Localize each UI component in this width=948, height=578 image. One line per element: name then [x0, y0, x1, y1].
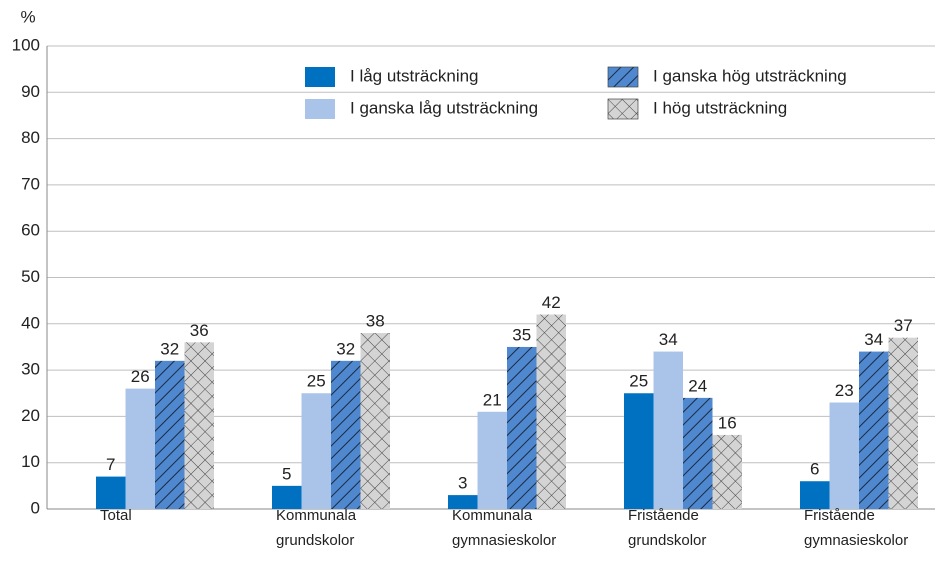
y-tick-label: 100 [12, 35, 40, 54]
bar [96, 476, 126, 509]
y-tick-label: 0 [31, 498, 40, 517]
bar [125, 388, 155, 509]
x-tick-label: Kommunala grundskolor [276, 507, 357, 549]
value-label: 26 [131, 367, 150, 386]
y-tick-label: 40 [21, 313, 40, 332]
value-label: 21 [483, 390, 502, 409]
value-label: 5 [282, 464, 291, 483]
bar [360, 333, 390, 509]
bar [184, 342, 214, 509]
y-axis-label: % [20, 7, 35, 26]
legend-swatch [305, 67, 335, 87]
x-tick-label: Fristående grundskolor [628, 507, 706, 549]
value-label: 34 [659, 330, 678, 349]
value-label: 7 [106, 455, 115, 474]
bar [859, 351, 889, 509]
bar [155, 360, 185, 509]
bar [272, 485, 302, 509]
y-tick-label: 70 [21, 174, 40, 193]
legend-label: I ganska hög utsträckning [653, 66, 847, 85]
value-label: 35 [512, 325, 531, 344]
bar [800, 481, 830, 509]
value-label: 6 [810, 460, 819, 479]
value-label: 25 [307, 372, 326, 391]
bar [829, 402, 859, 509]
value-label: 34 [864, 330, 883, 349]
value-label: 32 [336, 339, 355, 358]
y-tick-label: 30 [21, 360, 40, 379]
value-label: 23 [835, 381, 854, 400]
value-label: 38 [366, 312, 385, 331]
bar [301, 393, 331, 509]
value-label: 16 [718, 413, 737, 432]
bar [448, 495, 478, 509]
bar [331, 360, 361, 509]
y-tick-label: 60 [21, 221, 40, 240]
y-tick-label: 50 [21, 267, 40, 286]
x-tick-label: Total [100, 507, 132, 524]
value-label: 3 [458, 474, 467, 493]
y-tick-label: 80 [21, 128, 40, 147]
bar [888, 337, 918, 509]
y-tick-label: 90 [21, 82, 40, 101]
legend-label: I hög utsträckning [653, 98, 787, 117]
y-tick-label: 10 [21, 452, 40, 471]
bar [683, 397, 713, 509]
bar [477, 411, 507, 509]
x-tick-label: Fristående gymnasieskolor [804, 507, 908, 549]
value-label: 32 [160, 339, 179, 358]
legend-swatch [607, 98, 639, 120]
legend-swatch [607, 66, 639, 88]
legend-label: I ganska låg utsträckning [350, 98, 538, 117]
bar [624, 393, 654, 509]
value-label: 37 [894, 316, 913, 335]
value-label: 24 [688, 376, 707, 395]
legend-swatch [305, 99, 335, 119]
legend-label: I låg utsträckning [350, 66, 479, 85]
bar [536, 314, 566, 509]
value-label: 36 [190, 321, 209, 340]
value-label: 42 [542, 293, 561, 312]
x-tick-label: Kommunala gymnasieskolor [452, 507, 556, 549]
value-label: 25 [629, 372, 648, 391]
bar [712, 434, 742, 509]
bar [507, 346, 537, 509]
bar [653, 351, 683, 509]
y-tick-label: 20 [21, 406, 40, 425]
